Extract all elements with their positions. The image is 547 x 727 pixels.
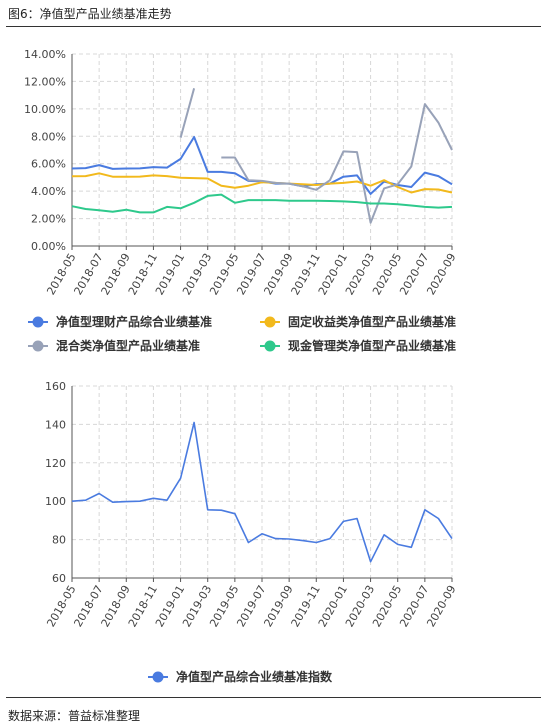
source-rule bbox=[6, 697, 541, 698]
y-tick-label: 4.00% bbox=[31, 185, 66, 198]
legend-marker bbox=[264, 316, 276, 328]
legend-marker bbox=[152, 671, 164, 683]
legend-marker bbox=[32, 316, 44, 328]
y-tick-label: 10.00% bbox=[24, 103, 66, 116]
y-tick-label: 120 bbox=[45, 457, 66, 470]
legend-label: 固定收益类净值型产品业绩基准 bbox=[288, 314, 456, 329]
y-tick-label: 12.00% bbox=[24, 75, 66, 88]
y-tick-label: 14.00% bbox=[24, 48, 66, 61]
series-line-1 bbox=[71, 421, 453, 563]
chart-benchmark-index: 60801001201401602018-052018-072018-09201… bbox=[44, 380, 458, 684]
data-source: 数据来源：普益标准整理 bbox=[8, 709, 141, 723]
series-line-2 bbox=[71, 172, 453, 194]
legend-label: 现金管理类净值型产品业绩基准 bbox=[288, 338, 456, 353]
y-tick-label: 60 bbox=[52, 572, 66, 585]
y-tick-label: 8.00% bbox=[31, 130, 66, 143]
figure-title: 图6：净值型产品业绩基准走势 bbox=[8, 7, 172, 21]
y-tick-label: 140 bbox=[45, 418, 66, 431]
y-tick-label: 6.00% bbox=[31, 158, 66, 171]
series-line-4 bbox=[71, 193, 453, 214]
y-tick-label: 160 bbox=[45, 380, 66, 393]
legend-label: 混合类净值型产品业绩基准 bbox=[56, 338, 200, 353]
y-tick-label: 100 bbox=[45, 495, 66, 508]
legend-marker bbox=[264, 340, 276, 352]
y-tick-label: 2.00% bbox=[31, 213, 66, 226]
legend-label: 净值型理财产品综合业绩基准 bbox=[56, 314, 212, 329]
legend-marker bbox=[32, 340, 44, 352]
series-line-3 bbox=[179, 88, 453, 224]
y-tick-label: 0.00% bbox=[31, 240, 66, 253]
title-rule bbox=[6, 26, 541, 27]
chart-benchmark-rates: 0.00% 2.00% 4.00% 6.00% 8.00% 10.00% 12.00% 14.… bbox=[24, 48, 459, 353]
y-tick-label: 80 bbox=[52, 534, 66, 547]
legend-label: 净值型产品综合业绩基准指数 bbox=[176, 669, 333, 684]
